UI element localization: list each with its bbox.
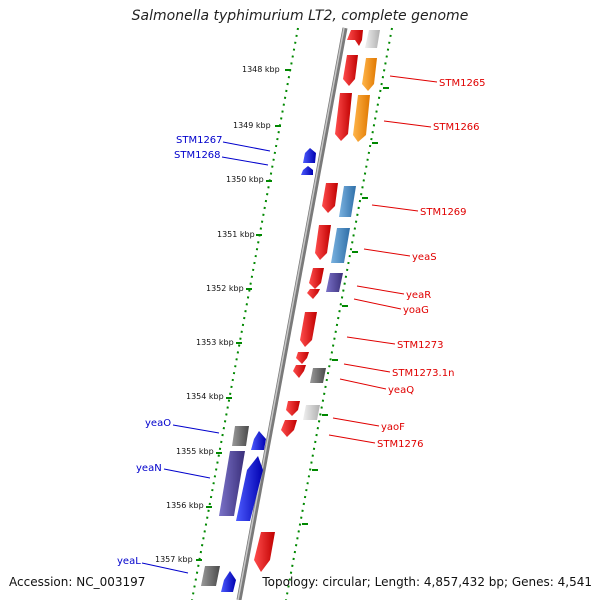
gene-arrow — [335, 93, 352, 141]
scale-label: 1354 kbp — [186, 392, 224, 401]
map-title: Salmonella typhimurium LT2, complete gen… — [131, 8, 469, 24]
gene-arrow — [322, 183, 338, 213]
gene-label[interactable]: yeaL — [117, 556, 141, 567]
forward-gene-labels: STM1265 STM1266 STM1269 yeaS yeaR yoaG S… — [377, 78, 486, 450]
gene-label[interactable]: yeaN — [136, 463, 162, 474]
gene-label[interactable]: yeaR — [406, 290, 431, 301]
gene-arrow — [300, 312, 317, 347]
leader-line — [221, 156, 269, 166]
gene-arrow — [236, 456, 263, 521]
reverse-leader-lines — [141, 141, 271, 574]
leader-line — [353, 298, 402, 310]
gene-arrow — [293, 365, 306, 378]
leader-line — [389, 75, 438, 83]
leader-line — [383, 120, 432, 128]
gene-label[interactable]: STM1276 — [377, 439, 424, 450]
gene-arrow — [343, 55, 358, 86]
left-dotted-guide — [191, 27, 299, 600]
gene-arrow — [296, 352, 309, 364]
leader-line — [163, 468, 211, 479]
scale-label: 1351 kbp — [217, 230, 255, 239]
genome-backbone — [236, 27, 348, 600]
gene-label[interactable]: yeaQ — [388, 385, 414, 396]
gene-label[interactable]: STM1273 — [397, 340, 444, 351]
leader-line — [141, 562, 189, 574]
gene-arrow — [347, 30, 363, 46]
scale-ticks — [196, 69, 389, 561]
gene-block — [331, 228, 350, 263]
gene-label[interactable]: yaoF — [381, 422, 405, 433]
leader-line — [363, 248, 411, 257]
gene-arrow — [307, 289, 320, 299]
leader-line — [328, 434, 376, 444]
gene-arrow — [251, 431, 266, 450]
leader-line — [172, 424, 220, 434]
gene-label[interactable]: yoaG — [403, 305, 429, 316]
accession-label: Accession: NC_003197 — [9, 575, 146, 589]
gene-block — [232, 426, 249, 446]
scale-label: 1355 kbp — [176, 447, 214, 456]
gene-arrow — [362, 58, 377, 91]
reverse-strand-genes — [201, 148, 316, 592]
gene-label[interactable]: STM1268 — [174, 150, 221, 161]
scale-labels: 1348 kbp 1349 kbp 1350 kbp 1351 kbp 1352… — [155, 65, 280, 564]
scale-label: 1350 kbp — [226, 175, 264, 184]
forward-leader-lines — [328, 75, 438, 444]
gene-block — [310, 368, 326, 383]
genome-backbone-highlight — [237, 27, 345, 600]
gene-arrow — [281, 420, 297, 437]
leader-line — [356, 285, 405, 295]
gene-block — [326, 273, 343, 292]
scale-label: 1353 kbp — [196, 338, 234, 347]
gene-arrow — [301, 166, 313, 175]
gene-arrow — [309, 268, 324, 289]
gene-label[interactable]: STM1269 — [420, 207, 467, 218]
gene-label[interactable]: STM1265 — [439, 78, 486, 89]
topology-label: Topology: circular; Length: 4,857,432 bp… — [262, 575, 592, 589]
gene-block — [303, 405, 320, 420]
leader-line — [332, 417, 380, 427]
scale-label: 1348 kbp — [242, 65, 280, 74]
gene-label[interactable]: STM1273.1n — [392, 368, 454, 379]
gene-label[interactable]: yeaS — [412, 252, 437, 263]
scale-label: 1356 kbp — [166, 501, 204, 510]
gene-block — [201, 566, 220, 586]
gene-label[interactable]: STM1266 — [433, 122, 480, 133]
scale-label: 1357 kbp — [155, 555, 193, 564]
gene-arrow — [221, 571, 236, 592]
gene-arrow — [303, 148, 316, 163]
leader-line — [339, 378, 387, 390]
gene-block — [219, 451, 245, 516]
gene-label[interactable]: STM1267 — [176, 135, 223, 146]
reverse-gene-labels: STM1267 STM1268 yeaO yeaN yeaL — [117, 135, 223, 567]
gene-arrow — [286, 401, 300, 416]
gene-label[interactable]: yeaO — [145, 418, 171, 429]
leader-line — [346, 336, 396, 345]
forward-strand-genes — [254, 30, 380, 572]
gene-arrow — [254, 532, 275, 572]
leader-line — [343, 363, 391, 373]
gene-block — [339, 186, 356, 217]
right-dotted-guide — [285, 27, 393, 600]
scale-label: 1349 kbp — [233, 121, 271, 130]
leader-line — [371, 204, 419, 212]
gene-arrow — [353, 95, 370, 142]
gene-arrow — [365, 30, 380, 48]
gene-arrow — [315, 225, 331, 260]
leader-line — [222, 141, 271, 152]
scale-label: 1352 kbp — [206, 284, 244, 293]
